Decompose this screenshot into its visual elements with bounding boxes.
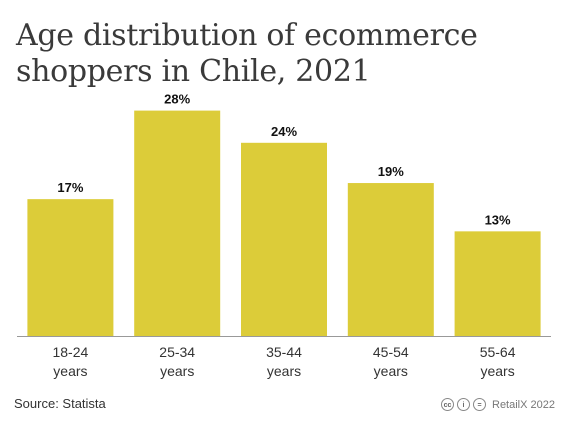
x-tick-label: years — [267, 363, 301, 379]
credit-text: RetailX 2022 — [492, 398, 555, 411]
x-tick-label: 45-54 — [373, 344, 409, 360]
source-note: Source: Statista — [14, 396, 106, 411]
bar — [241, 142, 327, 336]
data-label: 17% — [57, 180, 83, 195]
by-icon: i — [457, 398, 470, 411]
cc-icon: cc — [441, 398, 454, 411]
chart-title: Age distribution of ecommerce shoppers i… — [16, 18, 478, 89]
data-label: 19% — [378, 164, 404, 179]
x-tick-label: 25-34 — [159, 344, 195, 360]
nd-icon: = — [473, 398, 486, 411]
data-label: 13% — [485, 212, 511, 227]
x-tick-label: 35-44 — [266, 344, 302, 360]
x-tick-label: years — [374, 363, 408, 379]
data-label: 28% — [164, 92, 190, 107]
bar — [347, 183, 434, 336]
data-label: 24% — [271, 124, 297, 139]
x-tick-label: 55-64 — [480, 344, 516, 360]
x-tick-label: years — [160, 363, 194, 379]
credit: cc i = RetailX 2022 — [441, 398, 555, 411]
x-tick-label: years — [480, 363, 514, 379]
bar — [454, 231, 541, 336]
bar — [134, 110, 221, 336]
x-tick-label: years — [53, 363, 87, 379]
bar — [27, 199, 114, 336]
x-tick-label: 18-24 — [52, 344, 88, 360]
